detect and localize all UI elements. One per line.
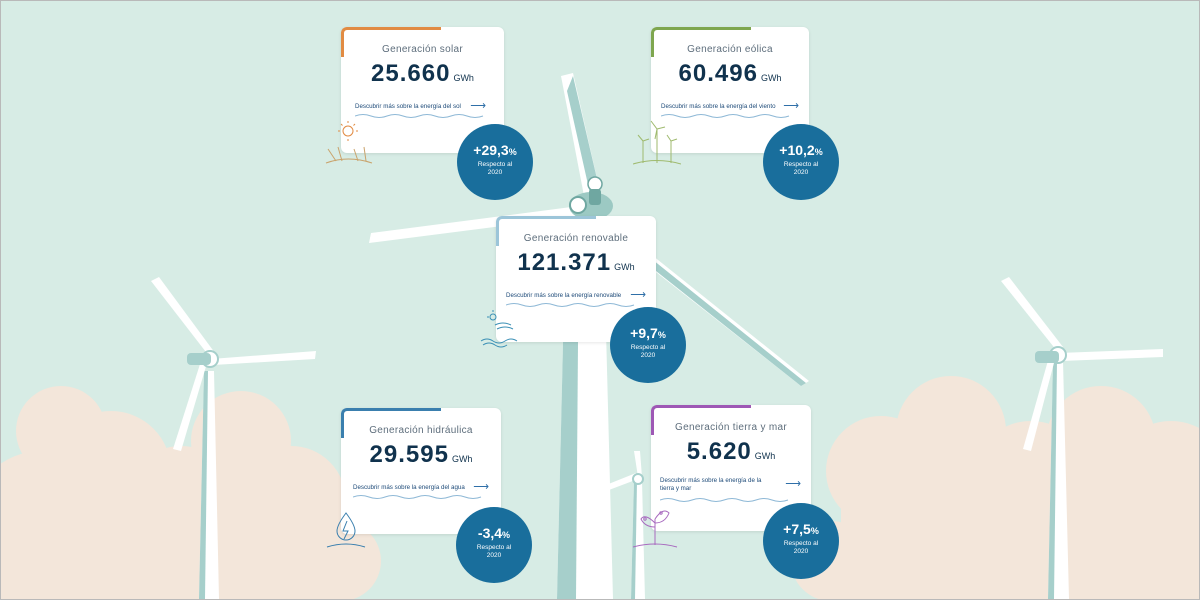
- change-badge-eolica: +10,2% Respecto al 2020: [763, 124, 839, 200]
- percent-sign: %: [657, 330, 666, 340]
- arrow-right-icon: ⟶: [470, 100, 486, 112]
- change-number: +10,2: [779, 142, 815, 158]
- change-value: +7,5%: [763, 521, 839, 537]
- value-number: 121.371: [517, 249, 612, 276]
- value-unit: GWh: [451, 454, 473, 464]
- sun-icon: [325, 121, 373, 164]
- change-note: Respecto al 2020: [477, 161, 513, 176]
- value-unit: GWh: [754, 451, 776, 461]
- clouds-left: [1, 386, 346, 599]
- change-value: -3,4%: [456, 525, 532, 541]
- wave-divider: [506, 303, 635, 307]
- discover-link-renovable[interactable]: Descubrir más sobre la energía renovable…: [506, 289, 646, 301]
- card-title: Generación renovable: [523, 233, 629, 244]
- discover-link-hidraulica[interactable]: Descubrir más sobre la energía del agua ⟶: [353, 481, 489, 493]
- card-value: 5.620 GWh: [651, 438, 811, 466]
- link-text: Descubrir más sobre la energía de la tie…: [660, 477, 762, 492]
- arrow-right-icon: ⟶: [473, 481, 489, 493]
- percent-sign: %: [814, 147, 823, 157]
- value-number: 5.620: [686, 438, 752, 465]
- link-text: Descubrir más sobre la energía del sol: [355, 103, 461, 110]
- card-value: 29.595 GWh: [341, 441, 501, 469]
- card-accent: [651, 27, 751, 57]
- card-accent: [496, 216, 596, 246]
- value-number: 60.496: [678, 60, 758, 87]
- percent-sign: %: [810, 526, 819, 536]
- arrow-right-icon: ⟶: [785, 477, 801, 490]
- wind-turbine-left: [151, 277, 316, 599]
- card-title: Generación solar: [382, 44, 463, 55]
- wave-divider: [661, 114, 790, 118]
- discover-link-eolica[interactable]: Descubrir más sobre la energía del vient…: [661, 100, 799, 112]
- card-accent: [341, 27, 441, 57]
- change-badge-tierra-mar: +7,5% Respecto al 2020: [763, 503, 839, 579]
- water-drop-icon: [326, 512, 366, 548]
- change-note: Respecto al 2020: [630, 344, 666, 359]
- change-value: +9,7%: [610, 325, 686, 341]
- link-text: Descubrir más sobre la energía renovable: [506, 292, 622, 299]
- arrow-right-icon: ⟶: [783, 100, 799, 112]
- change-number: +9,7: [630, 325, 658, 341]
- renewable-icon: [480, 310, 518, 348]
- wave-divider: [353, 495, 482, 499]
- value-number: 25.660: [371, 60, 451, 87]
- value-unit: GWh: [760, 73, 782, 83]
- clouds-right: [826, 376, 1199, 599]
- card-value: 121.371 GWh: [496, 249, 656, 277]
- wave-divider: [355, 114, 484, 118]
- discover-link-tierra-mar[interactable]: Descubrir más sobre la energía de la tie…: [660, 477, 801, 492]
- change-badge-hidraulica: -3,4% Respecto al 2020: [456, 507, 532, 583]
- card-value: 60.496 GWh: [651, 60, 809, 88]
- change-note: Respecto al 2020: [476, 544, 512, 559]
- change-number: -3,4: [477, 525, 503, 541]
- card-title: Generación hidráulica: [369, 425, 473, 436]
- wind-turbine-icon: [633, 120, 681, 165]
- wind-turbine-small: [601, 451, 645, 599]
- arrow-right-icon: ⟶: [630, 289, 646, 301]
- link-text: Descubrir más sobre la energía del vient…: [661, 103, 776, 110]
- plant-icon: [632, 510, 678, 548]
- wave-divider: [660, 498, 789, 502]
- card-title: Generación tierra y mar: [675, 422, 787, 433]
- change-badge-renovable: +9,7% Respecto al 2020: [610, 307, 686, 383]
- change-note: Respecto al 2020: [783, 161, 819, 176]
- value-number: 29.595: [369, 441, 449, 468]
- value-unit: GWh: [614, 262, 635, 272]
- change-number: +7,5: [783, 521, 811, 537]
- change-number: +29,3: [473, 142, 509, 158]
- value-unit: GWh: [453, 73, 474, 83]
- percent-sign: %: [502, 530, 511, 540]
- card-value: 25.660 GWh: [341, 60, 504, 88]
- change-value: +10,2%: [763, 142, 839, 158]
- percent-sign: %: [508, 147, 517, 157]
- change-note: Respecto al 2020: [783, 540, 819, 555]
- change-badge-solar: +29,3% Respecto al 2020: [457, 124, 533, 200]
- card-accent: [341, 408, 441, 438]
- link-text: Descubrir más sobre la energía del agua: [353, 484, 465, 491]
- card-title: Generación eólica: [687, 44, 773, 55]
- discover-link-solar[interactable]: Descubrir más sobre la energía del sol ⟶: [355, 100, 486, 112]
- wind-turbine-right: [1001, 277, 1163, 599]
- change-value: +29,3%: [457, 142, 533, 158]
- card-accent: [651, 405, 751, 435]
